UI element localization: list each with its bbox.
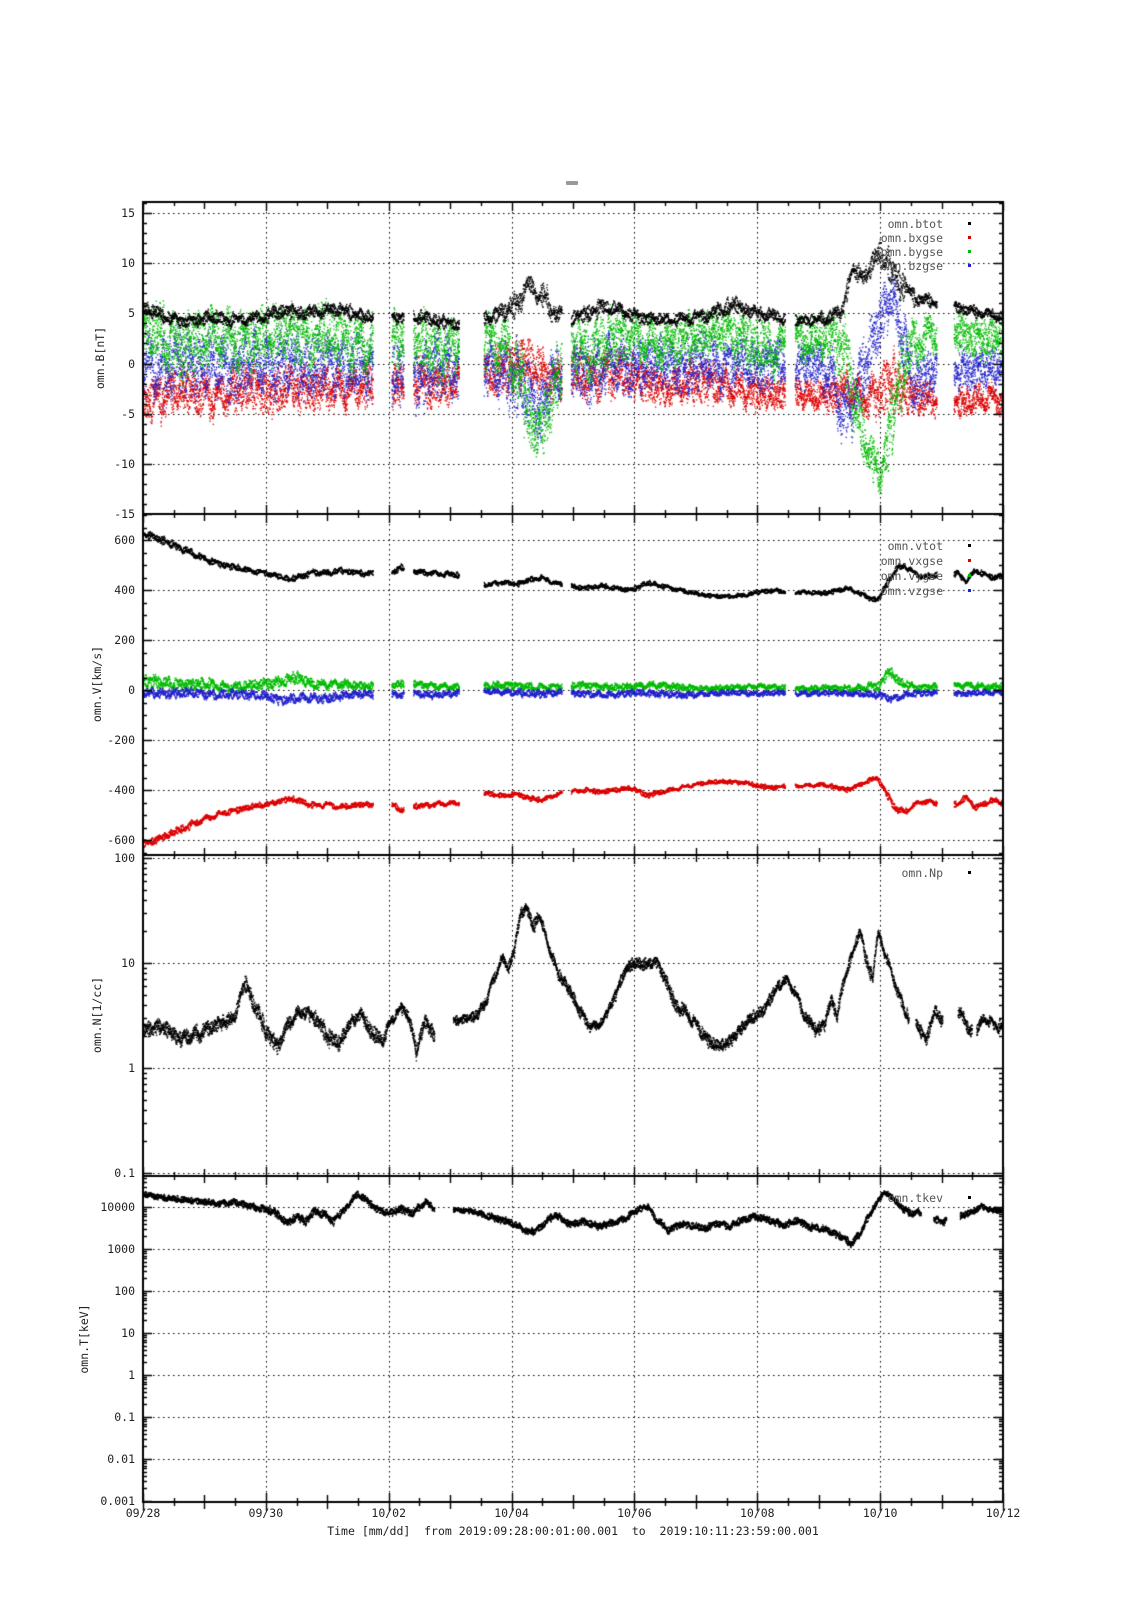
legend-label-bzgse: omn.bzgse: [880, 259, 943, 273]
y-tick-label-v--600: -600: [107, 833, 135, 847]
y-tick-label-t-1000: 1000: [107, 1242, 135, 1256]
y-tick-label-b-5: 5: [128, 306, 135, 321]
y-tick-label-v-200: 200: [114, 633, 135, 647]
y-tick-label-t-0.1: 0.1: [114, 1410, 135, 1424]
y-tick-label-b--10: -10: [114, 457, 135, 472]
y-tick-label-b-10: 10: [121, 255, 135, 270]
legend-marker-vygse: [968, 574, 971, 577]
legend-label-btot: omn.btot: [887, 217, 943, 231]
x-axis-title: Time [mm/dd] from 2019:09:28:00:01:00.00…: [327, 1524, 819, 1538]
y-tick-label-n-0.1: 0.1: [114, 1166, 135, 1180]
legend-label-vtot: omn.vtot: [887, 539, 943, 553]
y-tick-label-v-400: 400: [114, 583, 135, 597]
legend-item-bxgse[interactable]: omn.bxgse: [0, 231, 1131, 245]
legend-item-np[interactable]: omn.Np: [0, 866, 1131, 880]
collapsed-title-dash[interactable]: -: [566, 181, 578, 185]
y-tick-label-n-1: 1: [128, 1061, 135, 1075]
legend-label-vzgse: omn.vzgse: [880, 584, 943, 598]
y-axis-title-n: omn.N[1/cc]: [90, 976, 104, 1054]
legend-marker-tkev: [968, 1196, 971, 1199]
y-tick-label-b-0: 0: [128, 356, 135, 371]
y-tick-label-v-0: 0: [128, 683, 135, 697]
y-tick-label-t-0.01: 0.01: [107, 1452, 135, 1466]
legend-item-bzgse[interactable]: omn.bzgse: [0, 259, 1131, 273]
y-tick-label-v--400: -400: [107, 783, 135, 797]
legend-item-tkev[interactable]: omn.tkev: [0, 1191, 1131, 1205]
legend-marker-vzgse: [968, 589, 971, 592]
legend-item-vzgse[interactable]: omn.vzgse: [0, 584, 1131, 598]
x-tick-label-09-30: 09/30: [248, 1506, 284, 1520]
legend-item-vygse[interactable]: omn.vygse: [0, 569, 1131, 583]
legend-item-vtot[interactable]: omn.vtot: [0, 539, 1131, 553]
x-tick-label-10-10: 10/10: [862, 1506, 898, 1520]
legend-item-btot[interactable]: omn.btot: [0, 217, 1131, 231]
legend-label-bxgse: omn.bxgse: [880, 231, 943, 245]
legend-label-bygse: omn.bygse: [880, 245, 943, 259]
legend-marker-vxgse: [968, 559, 971, 562]
y-tick-label-v-600: 600: [114, 533, 135, 547]
x-tick-label-10-08: 10/08: [739, 1506, 775, 1520]
x-tick-label-09-28: 09/28: [125, 1506, 161, 1520]
y-tick-label-n-100: 100: [114, 851, 135, 865]
y-tick-label-b--15: -15: [114, 507, 135, 522]
x-tick-label-10-06: 10/06: [617, 1506, 652, 1520]
y-tick-label-b--5: -5: [121, 406, 135, 421]
legend-item-bygse[interactable]: omn.bygse: [0, 245, 1131, 259]
y-tick-label-t-10000: 10000: [100, 1200, 135, 1214]
x-tick-label-10-12: 10/12: [985, 1506, 1021, 1520]
y-tick-label-t-100: 100: [114, 1284, 135, 1298]
x-tick-label-10-04: 10/04: [494, 1506, 529, 1520]
legend-marker-bygse: [968, 250, 971, 253]
legend-marker-vtot: [968, 544, 971, 547]
legend-item-vxgse[interactable]: omn.vxgse: [0, 554, 1131, 568]
y-tick-label-t-10: 10: [121, 1326, 135, 1340]
legend-label-tkev: omn.tkev: [887, 1191, 943, 1205]
y-tick-label-n-10: 10: [121, 956, 135, 970]
legend-label-vxgse: omn.vxgse: [880, 554, 943, 568]
legend-marker-bxgse: [968, 236, 971, 239]
y-tick-label-t-0.001: 0.001: [100, 1494, 135, 1508]
legend-marker-btot: [968, 222, 971, 225]
y-tick-label-b-15: 15: [121, 205, 135, 220]
y-tick-label-t-1: 1: [128, 1368, 135, 1382]
x-tick-label-10-02: 10/02: [371, 1506, 407, 1520]
legend-marker-np: [968, 871, 971, 874]
legend-marker-bzgse: [968, 264, 971, 267]
legend-label-np: omn.Np: [901, 866, 943, 880]
y-tick-label-v--200: -200: [107, 733, 135, 747]
legend-label-vygse: omn.vygse: [880, 569, 943, 583]
